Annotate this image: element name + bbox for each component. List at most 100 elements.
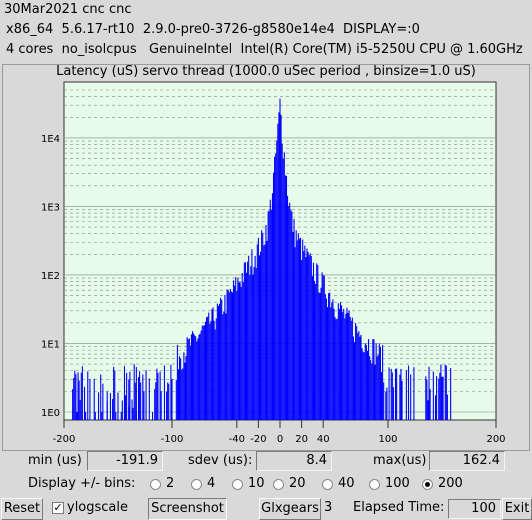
histogram-bar bbox=[366, 350, 369, 420]
bins-radio-100[interactable] bbox=[369, 479, 380, 490]
exit-button[interactable]: Exit bbox=[502, 498, 532, 520]
bins-option-label: 20 bbox=[289, 476, 306, 491]
histogram-bar bbox=[376, 356, 378, 420]
ylogscale-checkbox[interactable]: ✓ bbox=[52, 502, 64, 514]
histogram-bar bbox=[220, 297, 222, 420]
histogram-bar bbox=[331, 302, 333, 420]
ylogscale-label: ylogscale bbox=[67, 500, 129, 515]
histogram-bar bbox=[294, 247, 296, 420]
histogram-bar bbox=[256, 244, 258, 420]
bins-radio-20[interactable] bbox=[273, 479, 284, 490]
histogram-bar bbox=[264, 244, 266, 420]
x-tick-label: 200 bbox=[486, 434, 505, 445]
histogram-bar bbox=[306, 248, 308, 420]
histogram-bar bbox=[184, 362, 186, 420]
histogram-bar bbox=[252, 274, 254, 420]
bins-radio-4[interactable] bbox=[191, 479, 202, 490]
histogram-bar bbox=[348, 310, 350, 420]
histogram-bar bbox=[301, 260, 303, 420]
glxgears-button[interactable]: Glxgears bbox=[259, 498, 321, 520]
histogram-bar bbox=[282, 158, 284, 421]
histogram-bar bbox=[272, 172, 275, 420]
histogram-bar bbox=[181, 369, 183, 420]
histogram-bar bbox=[190, 334, 192, 420]
histogram-bar bbox=[446, 394, 448, 420]
histogram-bar bbox=[258, 255, 261, 420]
histogram-bar bbox=[231, 292, 234, 420]
histogram-bar bbox=[287, 195, 289, 420]
histogram-bar bbox=[351, 317, 353, 420]
histogram-bar bbox=[189, 345, 191, 420]
histogram-bar bbox=[142, 374, 144, 420]
histogram-bar bbox=[160, 391, 162, 420]
histogram-bar bbox=[262, 232, 264, 420]
histogram-bar bbox=[444, 364, 446, 420]
histogram-bar bbox=[343, 308, 345, 420]
y-tick-label: 1E0 bbox=[41, 408, 60, 419]
histogram-bar bbox=[284, 175, 286, 420]
max-label: max(us) bbox=[373, 453, 427, 468]
bins-radio-10[interactable] bbox=[232, 479, 243, 490]
histogram-bar bbox=[171, 378, 173, 420]
histogram-bar bbox=[225, 313, 227, 420]
histogram-bar bbox=[133, 364, 135, 420]
histogram-bar bbox=[261, 230, 263, 420]
reset-button[interactable]: Reset bbox=[1, 498, 43, 520]
histogram-bar bbox=[263, 245, 265, 420]
histogram-bar bbox=[131, 399, 133, 420]
histogram-bar bbox=[255, 267, 257, 420]
histogram-bar bbox=[93, 378, 95, 420]
elapsed-time-field: 100 bbox=[448, 499, 501, 519]
histogram-bar bbox=[303, 251, 305, 420]
histogram-bar bbox=[371, 363, 373, 420]
histogram-bar bbox=[333, 308, 335, 420]
histogram-bar bbox=[365, 344, 367, 420]
histogram-bar bbox=[201, 325, 203, 420]
histogram-bar bbox=[436, 376, 438, 420]
histogram-bar bbox=[288, 206, 290, 420]
histogram-bar bbox=[223, 311, 225, 420]
x-tick-label: -200 bbox=[53, 434, 76, 445]
histogram-bar bbox=[311, 275, 313, 420]
bins-radio-40[interactable] bbox=[322, 479, 333, 490]
histogram-bar bbox=[224, 294, 226, 420]
histogram-bar bbox=[196, 341, 198, 420]
histogram-bar bbox=[432, 371, 434, 420]
bins-option-label: 2 bbox=[166, 476, 175, 491]
histogram-bar bbox=[370, 360, 372, 420]
histogram-bar bbox=[326, 307, 329, 420]
histogram-bar bbox=[349, 316, 351, 420]
histogram-bar bbox=[388, 367, 390, 420]
histogram-bar bbox=[207, 316, 209, 420]
bins-radio-2[interactable] bbox=[150, 479, 161, 490]
histogram-bar bbox=[100, 374, 102, 420]
histogram-bar bbox=[361, 348, 363, 420]
histogram-bar bbox=[87, 371, 89, 420]
histogram-bar bbox=[438, 378, 440, 420]
histogram-bar bbox=[373, 339, 375, 420]
histogram-bar bbox=[166, 391, 168, 420]
histogram-bar bbox=[280, 114, 282, 420]
histogram-bar bbox=[113, 366, 115, 420]
histogram-bar bbox=[94, 412, 96, 420]
histogram-bar bbox=[375, 343, 377, 420]
histogram-bar bbox=[156, 368, 158, 420]
histogram-bar bbox=[75, 374, 77, 420]
histogram-bar bbox=[159, 371, 161, 420]
histogram-bar bbox=[434, 395, 437, 420]
histogram-bar bbox=[155, 382, 157, 420]
histogram-bar bbox=[237, 277, 239, 420]
histogram-bar bbox=[180, 358, 182, 420]
bins-radio-200[interactable] bbox=[422, 479, 433, 490]
histogram-bar bbox=[396, 368, 398, 420]
histogram-bar bbox=[135, 412, 137, 420]
histogram-bar bbox=[215, 318, 217, 420]
histogram-bar bbox=[202, 325, 204, 420]
check-icon: ✓ bbox=[53, 501, 63, 514]
histogram-bar bbox=[112, 398, 114, 420]
screenshot-button[interactable]: Screenshot bbox=[148, 498, 227, 520]
histogram-bar bbox=[369, 355, 371, 420]
histogram-bar bbox=[74, 370, 76, 420]
histogram-bar bbox=[183, 352, 185, 420]
histogram-bar bbox=[253, 266, 255, 420]
